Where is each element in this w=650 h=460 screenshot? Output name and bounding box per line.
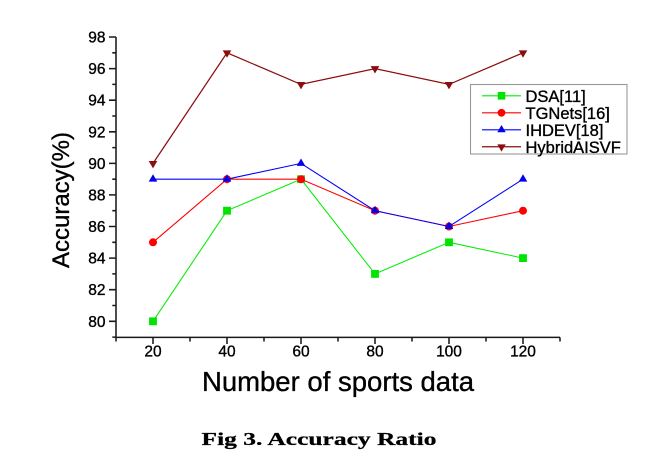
svg-text:60: 60: [292, 344, 310, 361]
svg-text:DSA[11]: DSA[11]: [526, 88, 586, 106]
svg-text:IHDEV[18]: IHDEV[18]: [526, 122, 604, 140]
svg-text:Fig 3. Accuracy Ratio: Fig 3. Accuracy Ratio: [202, 428, 437, 449]
svg-text:20: 20: [144, 344, 162, 361]
svg-text:88: 88: [88, 187, 105, 204]
svg-text:98: 98: [88, 30, 105, 47]
svg-text:84: 84: [88, 251, 106, 268]
svg-text:40: 40: [218, 344, 236, 361]
svg-text:HybridAISVF: HybridAISVF: [526, 139, 621, 157]
svg-text:Accuracy(%): Accuracy(%): [48, 132, 75, 268]
svg-text:80: 80: [366, 344, 384, 361]
svg-text:96: 96: [88, 61, 105, 78]
svg-text:86: 86: [88, 219, 105, 236]
svg-text:120: 120: [510, 344, 536, 361]
svg-text:100: 100: [436, 344, 462, 361]
svg-text:TGNets[16]: TGNets[16]: [526, 105, 610, 123]
svg-text:94: 94: [88, 93, 106, 110]
svg-text:Number of sports data: Number of sports data: [202, 366, 475, 397]
svg-text:80: 80: [88, 314, 106, 331]
svg-text:82: 82: [88, 282, 105, 299]
svg-text:90: 90: [88, 156, 106, 173]
svg-text:92: 92: [88, 124, 105, 141]
